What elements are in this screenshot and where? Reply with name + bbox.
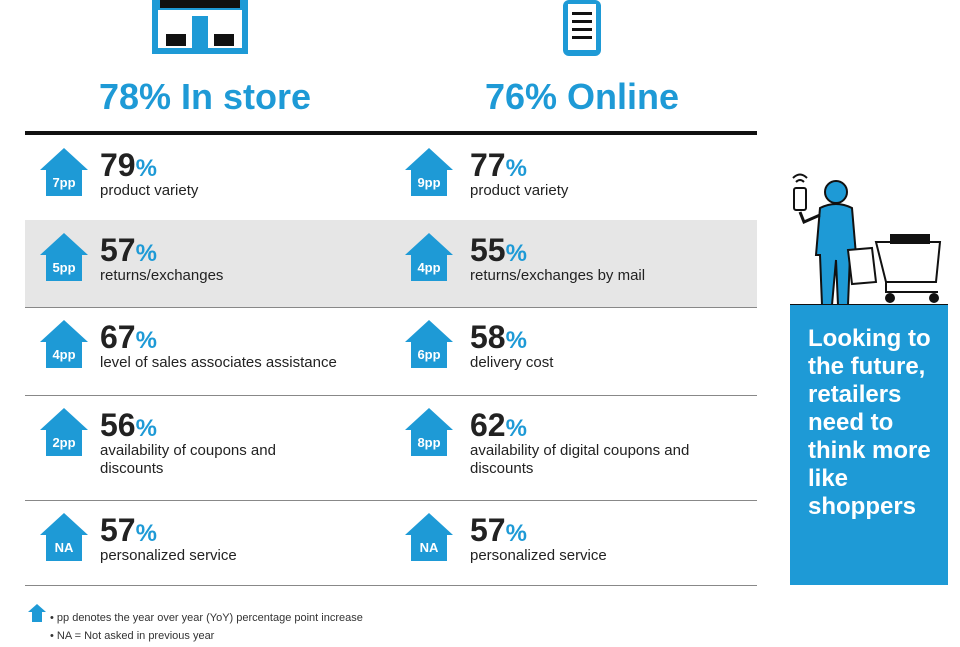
legend-arrow xyxy=(28,604,46,622)
sidebar-panel xyxy=(790,305,948,585)
stat-number: 57 xyxy=(100,512,136,548)
stat-value: 79% xyxy=(100,149,157,185)
change-label: 9pp xyxy=(417,175,441,190)
stat-label: availability of coupons and discounts xyxy=(100,442,276,477)
change-arrow: 6pp xyxy=(405,320,453,368)
change-arrow: 5pp xyxy=(40,233,88,281)
stat-unit: % xyxy=(505,520,527,547)
stat-number: 79 xyxy=(100,147,136,183)
store-icon xyxy=(152,0,248,54)
stat-unit: % xyxy=(505,240,527,267)
stat-unit: % xyxy=(505,155,527,182)
stat-number: 62 xyxy=(470,407,506,443)
stat-number: 58 xyxy=(470,319,506,355)
stat-unit: % xyxy=(135,240,157,267)
stat-value: 62% xyxy=(470,409,527,445)
column-heading: 78% In store xyxy=(98,76,312,117)
change-label: 2pp xyxy=(52,435,76,450)
shopper-illustration xyxy=(790,173,948,306)
stat-label: product variety xyxy=(100,182,199,199)
change-arrow: 7pp xyxy=(40,148,88,196)
change-arrow: 9pp xyxy=(405,148,453,196)
stat-unit: % xyxy=(505,327,527,354)
stat-value: 56% xyxy=(100,409,157,445)
change-label: 5pp xyxy=(52,260,76,275)
change-label: 7pp xyxy=(52,175,76,190)
footnote: • pp denotes the year over year (YoY) pe… xyxy=(50,612,363,624)
stat-unit: % xyxy=(505,415,527,442)
table-row xyxy=(25,395,757,501)
change-arrow: NA xyxy=(40,513,88,561)
stat-value: 55% xyxy=(470,234,527,270)
stat-value: 67% xyxy=(100,321,157,357)
stat-label: product variety xyxy=(470,182,569,199)
header-rule xyxy=(25,131,757,135)
change-label: 4pp xyxy=(417,260,441,275)
sidebar-text: Looking to the future, retailers need to… xyxy=(808,325,931,520)
stat-label: returns/exchanges xyxy=(100,267,224,284)
stat-label: returns/exchanges by mail xyxy=(470,267,646,284)
footnote: • NA = Not asked in previous year xyxy=(50,630,215,642)
stat-unit: % xyxy=(135,327,157,354)
change-arrow: NA xyxy=(405,513,453,561)
stat-label: personalized service xyxy=(100,547,237,564)
stat-label: level of sales associates assistance xyxy=(100,354,337,371)
change-label: 8pp xyxy=(417,435,441,450)
stat-label: personalized service xyxy=(470,547,607,564)
stat-number: 55 xyxy=(470,232,506,268)
change-label: NA xyxy=(419,540,439,555)
stat-unit: % xyxy=(135,155,157,182)
table-row xyxy=(25,220,757,308)
change-arrow: 2pp xyxy=(40,408,88,456)
change-arrow: 8pp xyxy=(405,408,453,456)
stat-number: 57 xyxy=(100,232,136,268)
stat-unit: % xyxy=(135,415,157,442)
stat-value: 57% xyxy=(100,234,157,270)
stat-number: 67 xyxy=(100,319,136,355)
phone-icon xyxy=(563,0,601,56)
stat-value: 57% xyxy=(470,514,527,550)
change-label: NA xyxy=(54,540,74,555)
table-row xyxy=(25,307,757,396)
column-heading: 76% Online xyxy=(484,76,680,117)
stat-value: 57% xyxy=(100,514,157,550)
stat-number: 77 xyxy=(470,147,506,183)
stat-number: 56 xyxy=(100,407,136,443)
stat-label: delivery cost xyxy=(470,354,554,371)
table-row xyxy=(25,500,757,586)
stat-value: 58% xyxy=(470,321,527,357)
stat-label: availability of digital coupons and disc… xyxy=(470,442,690,477)
change-arrow: 4pp xyxy=(40,320,88,368)
stat-value: 77% xyxy=(470,149,527,185)
stat-unit: % xyxy=(135,520,157,547)
stat-number: 57 xyxy=(470,512,506,548)
change-label: 4pp xyxy=(52,347,76,362)
change-label: 6pp xyxy=(417,347,441,362)
change-arrow: 4pp xyxy=(405,233,453,281)
